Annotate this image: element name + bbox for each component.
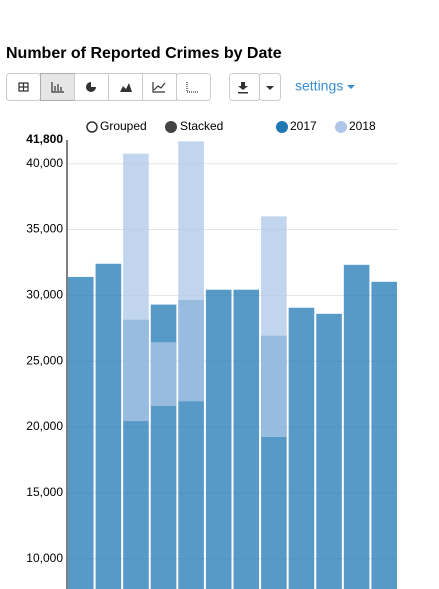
bar — [288, 307, 315, 589]
y-tick-label: 35,000 — [26, 222, 63, 236]
legend-label: 2018 — [349, 119, 376, 133]
caret — [266, 86, 274, 90]
bar — [261, 216, 287, 438]
bar — [150, 342, 177, 406]
bar — [178, 141, 204, 402]
settings-caret — [347, 85, 355, 89]
bar — [123, 153, 149, 422]
bar — [371, 281, 397, 589]
bar — [205, 289, 232, 589]
y-tick-label: 41,800 — [26, 132, 63, 146]
y-tick-label: 15,000 — [26, 485, 63, 499]
scatter-button[interactable] — [176, 73, 211, 101]
area-button[interactable] — [108, 73, 143, 101]
legend-label: 2017 — [290, 119, 317, 133]
y-tick-label: 25,000 — [26, 353, 63, 367]
mode-switch: Grouped Stacked — [86, 119, 223, 133]
bar — [316, 313, 342, 589]
mode-radio[interactable] — [86, 121, 98, 133]
settings-link[interactable]: settings — [295, 78, 343, 94]
bar — [343, 264, 370, 589]
legend-swatch — [276, 121, 288, 133]
scatter-icon — [186, 82, 199, 93]
bar — [233, 289, 260, 589]
mode-label: Stacked — [180, 119, 223, 133]
y-tick-label: 20,000 — [26, 419, 63, 433]
pie-icon — [86, 82, 96, 92]
mode-radio[interactable] — [165, 121, 177, 133]
bar — [95, 263, 122, 589]
view-toolbar: settings — [6, 73, 355, 101]
y-tick-label: 40,000 — [26, 156, 63, 170]
bar-icon — [51, 82, 64, 93]
y-tick-label: 10,000 — [26, 551, 63, 565]
y-tick-label: 30,000 — [26, 288, 63, 302]
area-icon — [120, 83, 132, 92]
legend-swatch — [335, 121, 347, 133]
table-icon — [18, 82, 29, 92]
line-icon — [152, 82, 166, 93]
bar — [68, 276, 94, 589]
chart-title: Number of Reported Crimes by Date — [6, 45, 282, 62]
mode-label: Grouped — [100, 119, 147, 133]
download-icon — [238, 82, 248, 94]
